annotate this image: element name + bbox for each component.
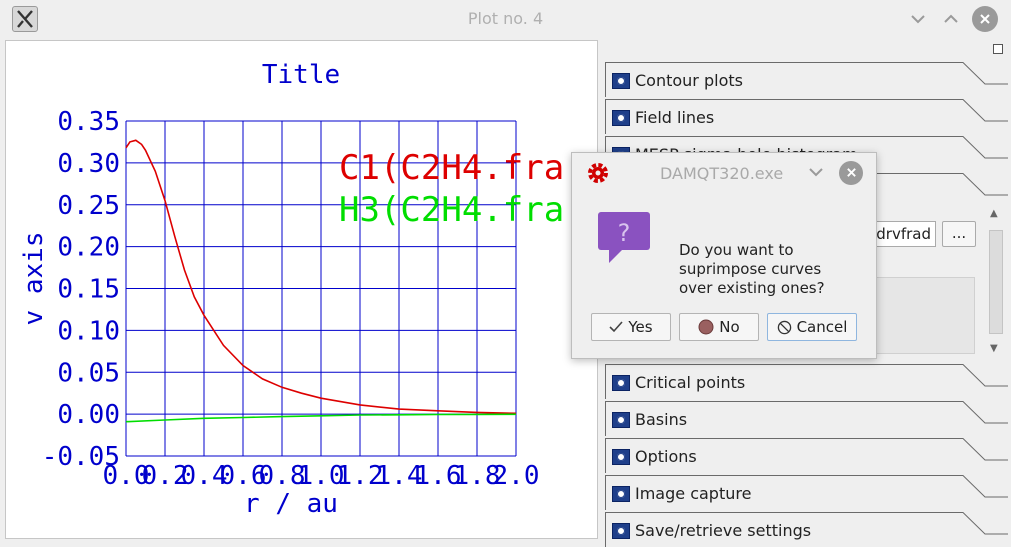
tab-label: Contour plots (635, 71, 743, 90)
x-tick-label: 1.4 (376, 461, 423, 491)
yes-button[interactable]: Yes (591, 313, 671, 341)
y-tick-label: 0.20 (57, 233, 120, 263)
gear-icon (612, 110, 630, 126)
close-icon[interactable] (972, 6, 998, 32)
line-chart: 0.35 0.30 0.25 0.20 0.15 0.10 0.05 0.00 -0.050.0… (19, 60, 564, 519)
cancel-icon (777, 320, 792, 335)
series-line-2 (125, 413, 517, 423)
tab-label: Critical points (635, 373, 746, 392)
tab-image-capture[interactable]: Image capture (605, 473, 1009, 510)
chevron-down-icon[interactable] (905, 6, 931, 32)
y-tick-label: 0.10 (57, 316, 120, 346)
y-tick-label: 0.30 (57, 149, 120, 179)
chart-title: Title (262, 60, 340, 90)
gear-icon (612, 449, 630, 465)
x-tick-label: 1.2 (337, 461, 384, 491)
no-button[interactable]: No (679, 313, 759, 341)
dialog-message: Do you want to suprimpose curves over ex… (679, 241, 869, 298)
scroll-up-icon[interactable]: ▲ (990, 208, 998, 219)
tab-critical-points[interactable]: Critical points (605, 362, 1009, 399)
y-tick-label: 0.35 (57, 107, 120, 137)
tab-outline (605, 62, 1008, 97)
x-tick-label: 0.8 (259, 461, 306, 491)
confirm-dialog: DAMQT320.exe ? Do you want to suprimpose… (571, 152, 877, 359)
y-tick-label: 0.00 (57, 400, 120, 430)
tab-outline (605, 475, 1008, 510)
browse-button[interactable]: ... (942, 221, 976, 247)
dialog-title: DAMQT320.exe (660, 164, 784, 183)
dialog-message-line: Do you want to (679, 241, 794, 259)
x-tick-label: 1.6 (415, 461, 462, 491)
svg-text:?: ? (618, 219, 631, 247)
tab-label: Field lines (635, 108, 715, 127)
y-tick-label: 0.05 (57, 358, 120, 388)
tab-label: Options (635, 447, 697, 466)
yes-label: Yes (628, 318, 653, 336)
cancel-label: Cancel (796, 318, 848, 336)
chevron-up-icon[interactable] (938, 6, 964, 32)
plot-panel: 0.35 0.30 0.25 0.20 0.15 0.10 0.05 0.00 -0.05 0.0… (5, 40, 598, 539)
tab-basins[interactable]: Basins (605, 399, 1009, 436)
chevron-down-icon[interactable] (808, 162, 824, 181)
tab-outline (605, 99, 1008, 134)
y-tick-label: -0.05 (42, 442, 120, 472)
gear-icon (612, 523, 630, 539)
x-tick-label: 0.2 (142, 461, 189, 491)
tab-outline (605, 401, 1008, 436)
tab-outline (605, 136, 1008, 171)
question-icon: ? (597, 211, 652, 270)
tab-outline (605, 512, 1008, 547)
gear-icon (612, 412, 630, 428)
tab-outline (605, 438, 1008, 473)
tab-field-lines[interactable]: Field lines (605, 97, 1009, 134)
tab-label: Basins (635, 410, 688, 429)
x-tick-label: 1.8 (454, 461, 501, 491)
cancel-button[interactable]: Cancel (767, 313, 857, 341)
x-tick-label: 1.0 (298, 461, 345, 491)
stop-icon (698, 319, 714, 335)
gear-icon (612, 486, 630, 502)
gear-icon (612, 73, 630, 89)
x-tick-label: 2.0 (493, 461, 540, 491)
x-axis-label: r / au (244, 489, 338, 519)
tab-options[interactable]: Options (605, 436, 1009, 473)
x-logo-icon (12, 6, 38, 32)
x-tick-label: 0.0 (103, 461, 150, 491)
file-field[interactable]: drvfrad (872, 221, 936, 247)
dialog-message-line: suprimpose curves (679, 260, 822, 278)
dialog-close-icon[interactable] (839, 161, 863, 185)
scroll-down-icon[interactable]: ▼ (990, 343, 998, 354)
window-title: Plot no. 4 (467, 9, 544, 28)
tab-outline (605, 364, 1008, 399)
y-tick-label: 0.25 (57, 191, 120, 221)
gear-icon (612, 375, 630, 391)
no-label: No (719, 318, 740, 336)
dialog-message-line: over existing ones? (679, 279, 825, 297)
y-axis-label: v axis (19, 232, 49, 326)
tab-label: Image capture (635, 484, 752, 503)
tab-label: Save/retrieve settings (635, 521, 812, 540)
options-box (872, 277, 975, 354)
x-tick-label: 0.6 (220, 461, 267, 491)
window-titlebar: Plot no. 4 (0, 0, 1011, 38)
x-tick-label: 0.4 (181, 461, 228, 491)
check-icon (609, 321, 623, 333)
legend-entry: H3(C2H4.fra (339, 190, 564, 230)
gear-app-icon (585, 160, 611, 190)
y-tick-label: 0.15 (57, 275, 120, 305)
tab-save-retrieve-settings[interactable]: Save/retrieve settings (605, 510, 1009, 547)
scrollbar[interactable]: ▲ ▼ (988, 208, 1004, 354)
undock-icon[interactable] (993, 44, 1003, 54)
series-line-1 (125, 139, 517, 415)
tab-contour-plots[interactable]: Contour plots (605, 60, 1009, 97)
scroll-thumb[interactable] (989, 230, 1003, 334)
legend-entry: C1(C2H4.fra (339, 148, 564, 188)
dialog-titlebar: DAMQT320.exe (572, 153, 876, 193)
